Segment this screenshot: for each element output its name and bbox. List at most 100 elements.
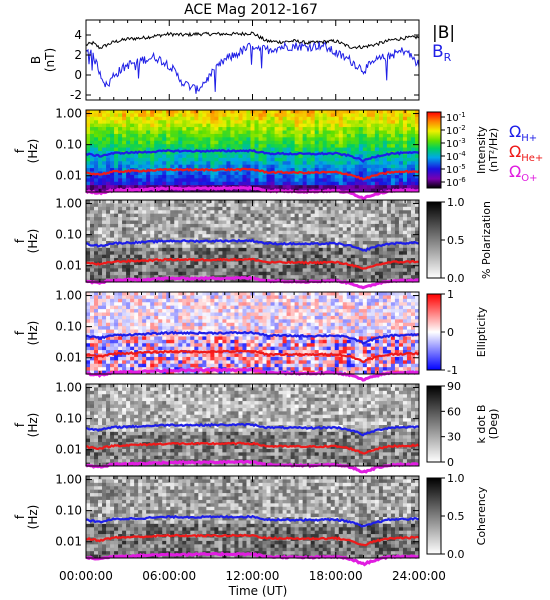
polarization-cell (174, 251, 179, 255)
polarization-cell (226, 278, 231, 283)
polarization-cell (322, 230, 328, 235)
polarization-cell (154, 206, 159, 211)
polarization-cell (230, 217, 235, 221)
polarization-cell (350, 213, 356, 218)
polarization-cell (386, 217, 392, 221)
polarization-cell (258, 206, 263, 211)
intensity-cell (330, 144, 336, 148)
intensity-cell (150, 174, 155, 179)
polarization-cell (246, 223, 251, 228)
ellipticity-cell (238, 326, 243, 330)
intensity-cell (238, 164, 243, 169)
intensity-cell (326, 147, 332, 152)
ellipticity-cell (130, 322, 135, 327)
polarization-cell (326, 264, 332, 269)
intensity-cell (362, 147, 368, 152)
polarization-cell (86, 234, 91, 238)
intensity-cell (366, 130, 372, 135)
intensity-cell (398, 178, 404, 183)
intensity-cell (134, 127, 139, 131)
intensity-cell (370, 157, 376, 162)
polarization-cell (90, 203, 95, 208)
intensity-cell (202, 154, 207, 159)
ellipticity-cell (230, 356, 235, 361)
intensity-cell (118, 168, 123, 172)
intensity-cell (230, 120, 235, 124)
intensity-cell (358, 181, 364, 186)
intensity-cell (158, 171, 163, 176)
ellipticity-cell (178, 360, 183, 365)
intensity-cell (286, 144, 291, 148)
ellipticity-cell (110, 363, 115, 368)
intensity-cell (326, 185, 332, 189)
polarization-cell (370, 234, 376, 238)
intensity-cell (226, 137, 231, 142)
polarization-cell (290, 220, 295, 225)
ellipticity-cell (198, 292, 203, 296)
intensity-cell (122, 120, 127, 124)
ellipticity-cell (210, 298, 215, 303)
ellipticity-cell (106, 295, 111, 300)
polarization-cell (402, 227, 408, 232)
ellipticity-cell (222, 339, 227, 344)
polarization-cell (310, 206, 315, 211)
intensity-cell (210, 161, 215, 165)
intensity-cell (206, 113, 211, 118)
ellipticity-cell (182, 360, 187, 365)
polarization-cell (226, 203, 231, 208)
polarization-cell (362, 275, 368, 279)
polarization-cell (334, 234, 340, 238)
ellipticity-cell (98, 295, 103, 300)
ellipticity-cell (230, 298, 235, 303)
polarization-cell (394, 210, 400, 214)
polarization-cell (350, 251, 356, 255)
intensity-cell (122, 181, 127, 186)
intensity-cell (202, 110, 207, 114)
intensity-cell (146, 144, 151, 148)
ellipticity-cell (158, 315, 163, 320)
intensity-cell (94, 147, 99, 152)
intensity-cell (378, 116, 384, 121)
intensity-cell (338, 120, 344, 124)
polarization-cell (358, 241, 364, 245)
intensity-cell (226, 188, 231, 193)
polarization-cell (382, 244, 388, 249)
ellipticity-cell (142, 305, 147, 310)
intensity-cell (162, 174, 167, 179)
polarization-cell (210, 264, 215, 269)
intensity-cell (274, 164, 279, 169)
polarization-cell (390, 254, 396, 259)
polarization-cell (334, 237, 340, 242)
intensity-cell (286, 185, 291, 189)
intensity-cell (126, 157, 131, 162)
ellipticity-cell (162, 309, 167, 313)
polarization-cell (114, 227, 119, 232)
intensity-cell (170, 113, 175, 118)
ellipticity-cell (234, 302, 239, 306)
polarization-cell (326, 261, 332, 266)
ellipticity-cell (94, 333, 99, 337)
ellipticity-cell (234, 339, 239, 344)
polarization-cell (270, 203, 275, 208)
intensity-cell (98, 185, 103, 189)
polarization-cell (246, 244, 251, 249)
intensity-cell (306, 113, 311, 118)
intensity-cell (242, 144, 247, 148)
ellipticity-cell (238, 309, 243, 313)
ellipticity-cell (166, 353, 171, 358)
intensity-cell (374, 157, 380, 162)
ellipticity-cell (114, 305, 119, 310)
ellipticity-cell (190, 356, 195, 361)
intensity-cell (222, 164, 227, 169)
polarization-cell (126, 206, 131, 211)
intensity-cell (226, 144, 231, 148)
ellipticity-cell (162, 353, 167, 358)
intensity-cell (394, 127, 400, 131)
polarization-cell (370, 230, 376, 235)
ellipticity-cell (162, 333, 167, 337)
ellipticity-cell (146, 333, 151, 337)
polarization-cell (182, 200, 187, 204)
ellipticity-cell (198, 346, 203, 351)
intensity-cell (98, 178, 103, 183)
intensity-cell (358, 127, 364, 131)
